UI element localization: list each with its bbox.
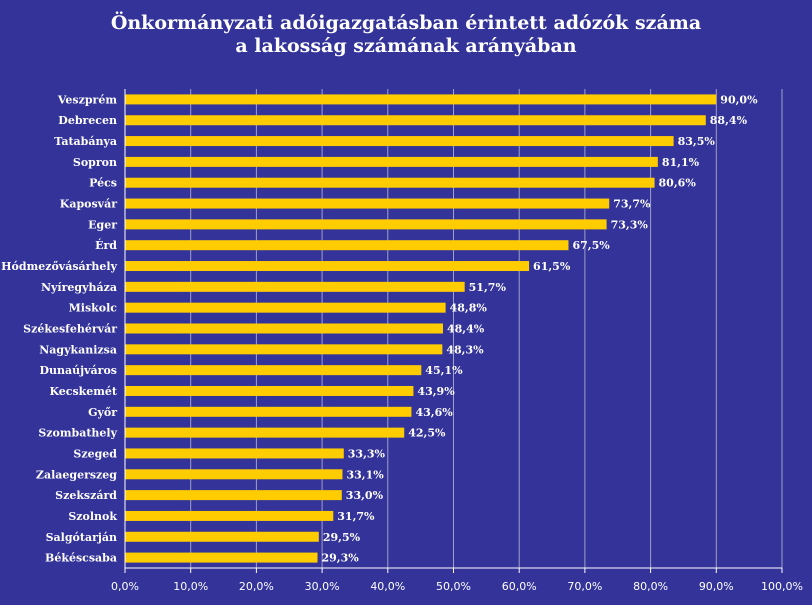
value-label-7: 67,5%: [572, 239, 610, 252]
bar-11: [125, 323, 443, 334]
category-label-9: Nyíregyháza: [41, 281, 117, 294]
x-tick-label-4: 40,0%: [370, 580, 405, 593]
value-label-19: 33,0%: [346, 489, 384, 502]
category-label-11: Székesfehérvár: [23, 323, 117, 336]
category-label-14: Kecskemét: [49, 385, 117, 398]
chart-title: Önkormányzati adóigazgatásban érintett a…: [0, 12, 812, 58]
category-label-15: Győr: [88, 406, 117, 419]
x-tick-label-1: 10,0%: [173, 580, 208, 593]
value-label-1: 88,4%: [710, 114, 748, 127]
x-tick-label-2: 20,0%: [239, 580, 274, 593]
category-label-13: Dunaújváros: [40, 364, 117, 377]
category-label-21: Salgótarján: [46, 531, 117, 544]
category-label-22: Békéscsaba: [45, 552, 117, 565]
value-label-2: 83,5%: [678, 135, 716, 148]
category-label-20: Szolnok: [68, 510, 117, 523]
value-label-3: 81,1%: [662, 156, 700, 169]
bar-18: [125, 469, 343, 480]
x-tick-label-8: 80,0%: [633, 580, 668, 593]
category-label-5: Kaposvár: [60, 198, 117, 211]
bar-6: [125, 219, 607, 230]
x-tick-label-10: 100,0%: [761, 580, 803, 593]
category-label-1: Debrecen: [58, 114, 117, 127]
value-label-22: 29,3%: [322, 552, 360, 565]
bar-3: [125, 156, 658, 167]
x-tick-label-9: 90,0%: [699, 580, 734, 593]
value-label-16: 42,5%: [408, 427, 446, 440]
category-label-4: Pécs: [89, 177, 117, 190]
value-label-17: 33,3%: [348, 447, 386, 460]
x-tick-label-0: 0,0%: [111, 580, 139, 593]
x-tick-label-3: 30,0%: [305, 580, 340, 593]
category-label-18: Zalaegerszeg: [36, 468, 117, 481]
bar-20: [125, 510, 334, 521]
value-label-20: 31,7%: [337, 510, 375, 523]
category-label-7: Érd: [95, 238, 117, 252]
value-label-21: 29,5%: [323, 531, 361, 544]
chart-title-line2: a lakosság számának arányában: [235, 35, 577, 57]
value-label-6: 73,3%: [611, 218, 649, 231]
value-label-9: 51,7%: [469, 281, 507, 294]
bar-5: [125, 198, 610, 209]
bar-14: [125, 385, 414, 396]
bar-7: [125, 240, 569, 251]
value-label-4: 80,6%: [659, 177, 697, 190]
value-label-11: 48,4%: [447, 323, 485, 336]
bar-8: [125, 261, 530, 272]
bar-13: [125, 365, 422, 376]
bar-15: [125, 406, 412, 417]
x-tick-label-6: 60,0%: [502, 580, 537, 593]
bar-21: [125, 531, 319, 542]
bar-19: [125, 490, 342, 501]
category-label-17: Szeged: [73, 447, 117, 460]
bar-9: [125, 281, 465, 292]
bar-2: [125, 136, 674, 147]
bar-0: [125, 94, 717, 105]
value-label-0: 90,0%: [720, 93, 758, 106]
value-label-12: 48,3%: [446, 343, 484, 356]
category-label-19: Szekszárd: [55, 489, 117, 502]
value-label-8: 61,5%: [533, 260, 571, 273]
category-label-6: Eger: [88, 218, 117, 231]
value-label-13: 45,1%: [425, 364, 463, 377]
category-label-0: Veszprém: [57, 93, 117, 106]
value-label-15: 43,6%: [415, 406, 453, 419]
chart-title-line1: Önkormányzati adóigazgatásban érintett a…: [110, 12, 702, 34]
bar-1: [125, 115, 706, 126]
bar-16: [125, 427, 405, 438]
value-label-14: 43,9%: [417, 385, 455, 398]
x-tick-label-5: 50,0%: [436, 580, 471, 593]
value-label-18: 33,1%: [346, 468, 384, 481]
category-label-12: Nagykanizsa: [39, 343, 117, 356]
category-label-8: Hódmezővásárhely: [1, 260, 117, 273]
bar-17: [125, 448, 344, 459]
bar-22: [125, 552, 318, 563]
value-label-5: 73,7%: [613, 198, 651, 211]
bar-12: [125, 344, 443, 355]
category-label-16: Szombathely: [38, 427, 117, 440]
category-label-3: Sopron: [73, 156, 117, 169]
category-label-2: Tatabánya: [54, 135, 117, 148]
value-label-10: 48,8%: [450, 302, 488, 315]
bar-10: [125, 302, 446, 313]
bar-4: [125, 177, 655, 188]
category-label-10: Miskolc: [69, 302, 118, 315]
x-tick-label-7: 70,0%: [567, 580, 602, 593]
